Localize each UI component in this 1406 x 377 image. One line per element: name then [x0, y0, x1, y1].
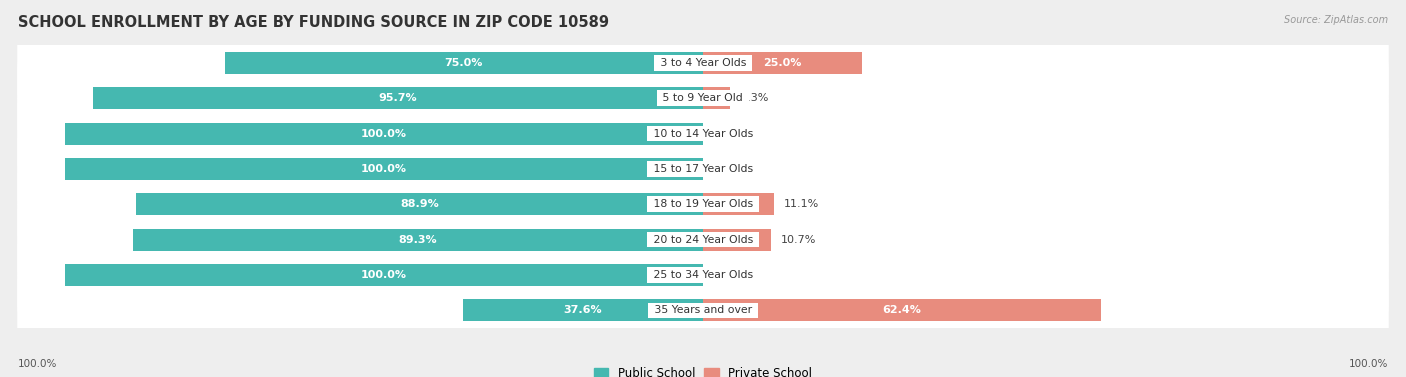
- Bar: [703, 87, 731, 109]
- Bar: [65, 158, 703, 180]
- Text: 100.0%: 100.0%: [361, 270, 408, 280]
- Text: 10 to 14 Year Olds: 10 to 14 Year Olds: [650, 129, 756, 139]
- Bar: [703, 299, 1101, 321]
- FancyBboxPatch shape: [17, 91, 1389, 176]
- Text: 35 Years and over: 35 Years and over: [651, 305, 755, 315]
- Text: 25.0%: 25.0%: [763, 58, 801, 68]
- Text: 11.1%: 11.1%: [783, 199, 818, 209]
- Text: 4.3%: 4.3%: [740, 93, 768, 103]
- Text: 95.7%: 95.7%: [378, 93, 418, 103]
- FancyBboxPatch shape: [17, 55, 1389, 141]
- Text: 18 to 19 Year Olds: 18 to 19 Year Olds: [650, 199, 756, 209]
- Text: 88.9%: 88.9%: [401, 199, 439, 209]
- Text: 25 to 34 Year Olds: 25 to 34 Year Olds: [650, 270, 756, 280]
- Text: 3 to 4 Year Olds: 3 to 4 Year Olds: [657, 58, 749, 68]
- Bar: [93, 87, 703, 109]
- Text: 100.0%: 100.0%: [1348, 359, 1388, 369]
- Text: 0.0%: 0.0%: [716, 129, 744, 139]
- Text: 100.0%: 100.0%: [361, 129, 408, 139]
- FancyBboxPatch shape: [17, 126, 1389, 212]
- FancyBboxPatch shape: [17, 267, 1389, 353]
- Bar: [136, 193, 703, 215]
- FancyBboxPatch shape: [17, 232, 1389, 318]
- Text: 62.4%: 62.4%: [883, 305, 921, 315]
- Text: 75.0%: 75.0%: [444, 58, 484, 68]
- Text: SCHOOL ENROLLMENT BY AGE BY FUNDING SOURCE IN ZIP CODE 10589: SCHOOL ENROLLMENT BY AGE BY FUNDING SOUR…: [18, 15, 609, 30]
- Text: 100.0%: 100.0%: [361, 164, 408, 174]
- FancyBboxPatch shape: [17, 20, 1389, 106]
- Bar: [703, 229, 772, 251]
- FancyBboxPatch shape: [17, 161, 1389, 247]
- Bar: [703, 52, 862, 74]
- Text: 0.0%: 0.0%: [716, 270, 744, 280]
- Bar: [134, 229, 703, 251]
- Bar: [65, 264, 703, 286]
- Text: 100.0%: 100.0%: [18, 359, 58, 369]
- Text: 20 to 24 Year Olds: 20 to 24 Year Olds: [650, 234, 756, 245]
- Text: 10.7%: 10.7%: [780, 234, 817, 245]
- Text: Source: ZipAtlas.com: Source: ZipAtlas.com: [1284, 15, 1388, 25]
- Bar: [703, 193, 773, 215]
- Text: 15 to 17 Year Olds: 15 to 17 Year Olds: [650, 164, 756, 174]
- Legend: Public School, Private School: Public School, Private School: [589, 362, 817, 377]
- Bar: [65, 123, 703, 144]
- Text: 0.0%: 0.0%: [716, 164, 744, 174]
- Text: 5 to 9 Year Old: 5 to 9 Year Old: [659, 93, 747, 103]
- Text: 89.3%: 89.3%: [399, 234, 437, 245]
- FancyBboxPatch shape: [17, 197, 1389, 282]
- Text: 37.6%: 37.6%: [564, 305, 602, 315]
- Bar: [225, 52, 703, 74]
- Bar: [463, 299, 703, 321]
